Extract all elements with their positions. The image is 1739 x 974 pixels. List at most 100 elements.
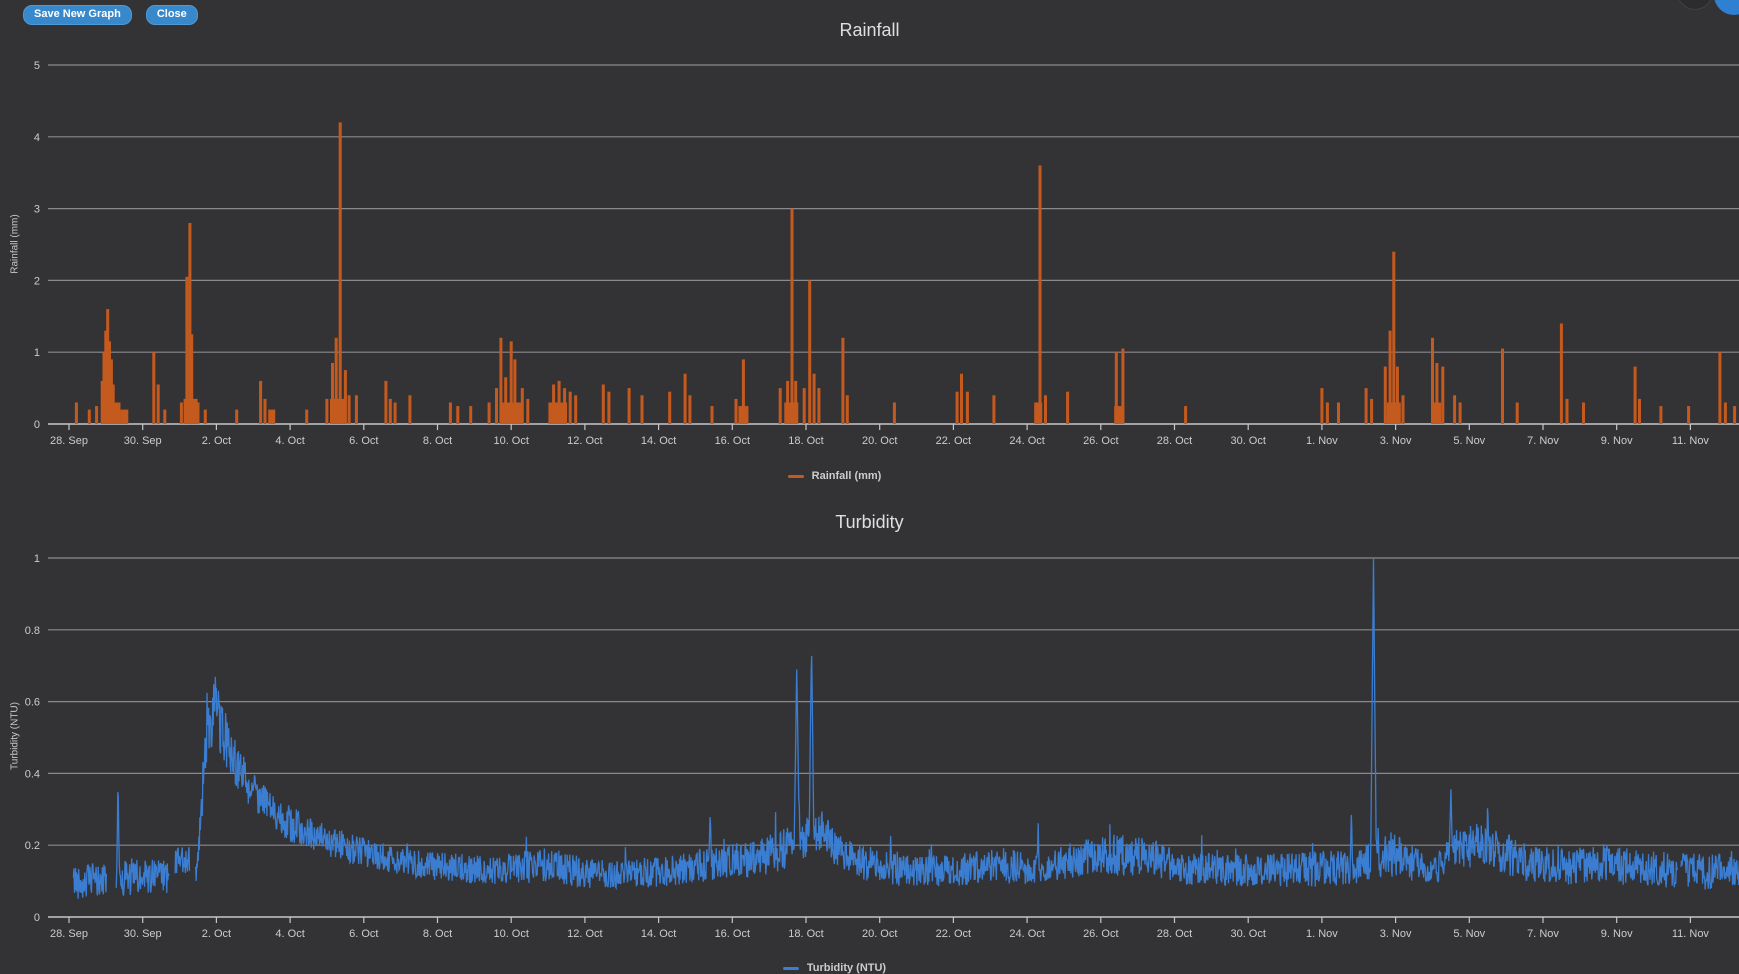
rainfall-bar: [388, 398, 392, 424]
x-tick-label: 9. Nov: [1601, 435, 1633, 447]
x-tick-label: 4. Oct: [275, 435, 304, 447]
x-tick-label: 24. Oct: [1009, 928, 1044, 940]
rainfall-bar: [347, 395, 351, 424]
rainfall-bar: [109, 359, 113, 424]
rainfall-bar: [305, 409, 309, 424]
rainfall-bar: [196, 402, 200, 424]
rainfall-bar: [448, 402, 452, 424]
rainfall-bar: [1121, 348, 1125, 424]
rainfall-bar: [263, 398, 267, 424]
rainfall-bar: [568, 391, 572, 424]
x-tick-label: 4. Oct: [275, 928, 304, 940]
rainfall-bar: [384, 380, 388, 424]
rainfall-bar: [185, 276, 189, 424]
rainfall-bar: [102, 402, 121, 424]
x-tick-label: 20. Oct: [862, 435, 897, 447]
rainfall-bar: [1431, 337, 1434, 424]
rainfall-bar: [163, 409, 167, 424]
rainfall-bar: [734, 398, 738, 424]
rainfall-bar: [892, 402, 896, 424]
rainfall-bar: [203, 409, 207, 424]
turbidity-legend-item[interactable]: Turbidity (NTU): [0, 962, 1669, 974]
rainfall-bar: [1435, 363, 1439, 424]
x-tick-label: 16. Oct: [715, 928, 750, 940]
x-tick-label: 6. Oct: [349, 435, 378, 447]
x-tick-label: 28. Oct: [1157, 928, 1192, 940]
y-tick-label: 0.6: [25, 697, 40, 709]
x-tick-label: 28. Sep: [50, 435, 88, 447]
x-tick-label: 28. Sep: [50, 928, 88, 940]
rainfall-bar: [509, 341, 513, 424]
x-tick-label: 10. Oct: [493, 928, 528, 940]
rainfall-bar: [499, 337, 503, 424]
turbidity-chart-title: Turbidity: [835, 512, 904, 532]
rainfall-bar: [1184, 406, 1188, 424]
x-tick-label: 7. Nov: [1527, 928, 1559, 940]
rainfall-bar: [104, 330, 108, 424]
rainfall-bar: [741, 359, 745, 424]
rainfall-bar: [469, 406, 473, 424]
x-tick-label: 5. Nov: [1453, 435, 1485, 447]
rainfall-y-axis-title: Rainfall (mm): [9, 214, 21, 274]
rainfall-bar: [495, 388, 498, 424]
rainfall-bar: [179, 402, 183, 424]
rainfall-bar: [1458, 402, 1462, 424]
y-tick-label: 0.2: [25, 840, 40, 852]
rainfall-bar: [965, 391, 969, 424]
rainfall-bar: [1325, 402, 1329, 424]
rainfall-bar: [786, 380, 790, 424]
x-tick-label: 12. Oct: [567, 435, 602, 447]
y-tick-label: 4: [34, 132, 40, 144]
x-tick-label: 30. Sep: [124, 928, 162, 940]
rainfall-bar: [268, 409, 276, 424]
x-tick-label: 5. Nov: [1453, 928, 1485, 940]
rainfall-bar: [802, 388, 806, 424]
close-button[interactable]: Close: [145, 5, 198, 26]
rainfall-bar: [188, 223, 192, 424]
y-tick-label: 0.8: [25, 625, 40, 637]
x-tick-label: 20. Oct: [862, 928, 897, 940]
rainfall-bar: [1582, 402, 1585, 424]
turbidity-chart-plot: 0 0.2 0.4 0.6 0.8 1 28. Sep 30. Sep 2. Oct 4. Oct…: [25, 553, 1739, 940]
x-tick-label: 8. Oct: [423, 435, 452, 447]
rainfall-bar: [784, 402, 799, 424]
rainfall-bar: [1395, 366, 1399, 424]
rainfall-bar: [235, 409, 239, 424]
x-tick-label: 11. Nov: [1672, 928, 1710, 940]
rainfall-bar: [601, 384, 605, 424]
rainfall-bar: [557, 380, 561, 424]
rainfall-bar: [1565, 398, 1569, 424]
rainfall-bar: [688, 395, 692, 424]
rainfall-bar: [117, 402, 121, 424]
x-tick-label: 6. Oct: [349, 928, 378, 940]
rainfall-bar: [334, 337, 338, 424]
x-tick-label: 14. Oct: [641, 928, 676, 940]
x-tick-label: 30. Oct: [1230, 435, 1265, 447]
rainfall-bar: [1044, 395, 1047, 424]
rainfall-bar: [574, 395, 578, 424]
rainfall-bar: [156, 384, 160, 424]
rainfall-bar: [738, 406, 749, 424]
rainfall-bar: [668, 391, 672, 424]
rainfall-bar: [1114, 352, 1118, 424]
rainfall-bar: [551, 402, 568, 424]
rainfall-bar: [1723, 402, 1727, 424]
rainfall-bar: [504, 377, 508, 424]
rainfall-bar: [1733, 406, 1737, 424]
x-tick-label: 2. Oct: [202, 928, 231, 940]
rainfall-bar: [841, 337, 845, 424]
rainfall-bar: [487, 402, 491, 424]
turbidity-legend-label: Turbidity (NTU): [806, 962, 887, 974]
rainfall-legend-item[interactable]: Rainfall (mm): [0, 470, 1669, 482]
rainfall-bar: [1401, 395, 1405, 424]
x-tick-label: 8. Oct: [423, 928, 452, 940]
save-new-graph-button[interactable]: Save New Graph: [23, 5, 132, 26]
rainfall-bar: [120, 409, 129, 424]
rainfall-bar: [1038, 165, 1042, 424]
rainfall-bar: [1559, 323, 1563, 424]
y-tick-label: 0: [34, 419, 40, 431]
rainfall-bar: [992, 395, 996, 424]
x-tick-label: 14. Oct: [641, 435, 676, 447]
rainfall-bar: [627, 388, 631, 424]
